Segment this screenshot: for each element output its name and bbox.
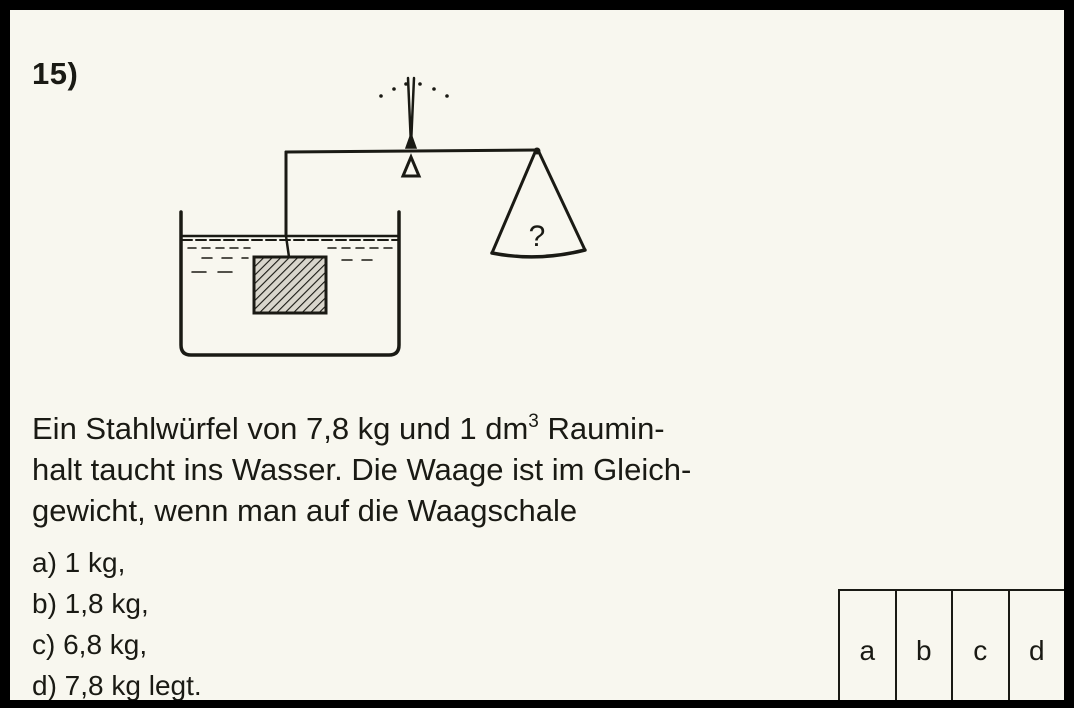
question-line-3: gewicht, wenn man auf die Waagschale bbox=[32, 493, 578, 528]
steel-cube-icon bbox=[252, 255, 328, 315]
option-b: b) 1,8 kg, bbox=[32, 588, 149, 619]
scale-pan-icon bbox=[490, 147, 587, 259]
answer-box-a[interactable]: a bbox=[840, 591, 897, 700]
option-c: c) 6,8 kg, bbox=[32, 629, 148, 660]
answer-options: a) 1 kg, b) 1,8 kg, c) 6,8 kg, d) 7,8 kg… bbox=[32, 542, 202, 700]
answer-boxes: a b c d bbox=[838, 589, 1064, 700]
option-d: d) 7,8 kg legt. bbox=[32, 670, 202, 700]
exercise-card: 15) bbox=[10, 10, 1064, 700]
option-a: a) 1 kg, bbox=[32, 547, 126, 578]
pan-question-mark: ? bbox=[529, 220, 546, 253]
scale-marks bbox=[379, 82, 449, 98]
answer-box-c[interactable]: c bbox=[953, 591, 1010, 700]
answer-box-b[interactable]: b bbox=[897, 591, 953, 700]
question-text: Ein Stahlwürfel von 7,8 kg und 1 dm3 Rau… bbox=[32, 408, 912, 531]
water-tank-icon bbox=[179, 210, 401, 357]
balance-scale-icon bbox=[284, 76, 540, 259]
answer-box-d[interactable]: d bbox=[1028, 634, 1045, 666]
question-line-2: halt taucht ins Wasser. Die Waage ist im… bbox=[32, 452, 692, 487]
problem-number: 15) bbox=[32, 56, 79, 91]
question-line-1: Ein Stahlwürfel von 7,8 kg und 1 dm3 Rau… bbox=[32, 411, 665, 446]
balance-figure: ? bbox=[179, 76, 587, 357]
